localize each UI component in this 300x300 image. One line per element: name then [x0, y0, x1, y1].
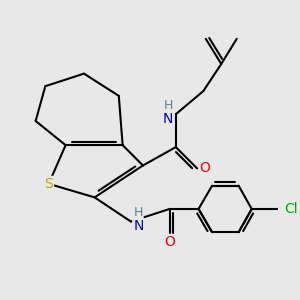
Text: O: O [200, 161, 210, 176]
Text: Cl: Cl [285, 202, 298, 216]
Text: H: H [164, 99, 173, 112]
Text: O: O [164, 235, 175, 249]
Text: H: H [133, 206, 143, 219]
Text: N: N [133, 219, 144, 233]
Text: N: N [163, 112, 173, 126]
Text: S: S [44, 177, 53, 191]
